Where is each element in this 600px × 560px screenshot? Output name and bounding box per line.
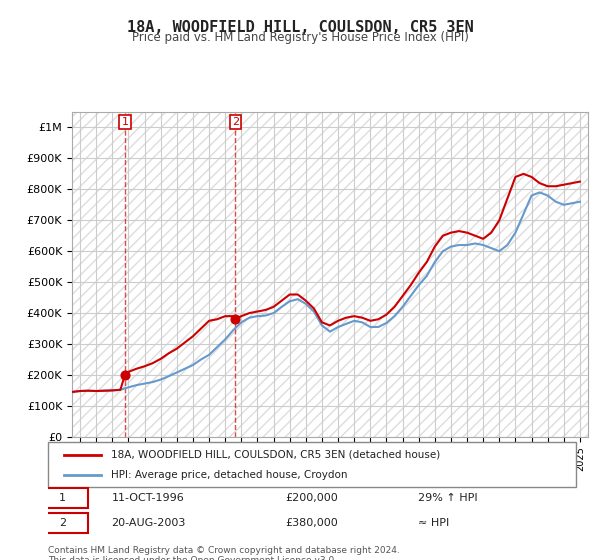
Text: £200,000: £200,000	[286, 493, 338, 503]
FancyBboxPatch shape	[37, 488, 88, 508]
Text: 1: 1	[59, 493, 66, 503]
Point	[120, 371, 130, 380]
Text: 18A, WOODFIELD HILL, COULSDON, CR5 3EN: 18A, WOODFIELD HILL, COULSDON, CR5 3EN	[127, 20, 473, 35]
Text: 2: 2	[59, 519, 66, 529]
FancyBboxPatch shape	[48, 442, 576, 487]
Text: 20-AUG-2003: 20-AUG-2003	[112, 519, 186, 529]
Text: HPI: Average price, detached house, Croydon: HPI: Average price, detached house, Croy…	[112, 470, 348, 480]
Text: ≈ HPI: ≈ HPI	[418, 519, 449, 529]
Text: 29% ↑ HPI: 29% ↑ HPI	[418, 493, 477, 503]
Text: £380,000: £380,000	[286, 519, 338, 529]
Text: Price paid vs. HM Land Registry's House Price Index (HPI): Price paid vs. HM Land Registry's House …	[131, 31, 469, 44]
Text: 18A, WOODFIELD HILL, COULSDON, CR5 3EN (detached house): 18A, WOODFIELD HILL, COULSDON, CR5 3EN (…	[112, 450, 440, 460]
Text: 11-OCT-1996: 11-OCT-1996	[112, 493, 184, 503]
Point	[230, 315, 240, 324]
FancyBboxPatch shape	[37, 514, 88, 533]
Text: 1: 1	[121, 117, 128, 127]
Text: Contains HM Land Registry data © Crown copyright and database right 2024.
This d: Contains HM Land Registry data © Crown c…	[48, 546, 400, 560]
Text: 2: 2	[232, 117, 239, 127]
